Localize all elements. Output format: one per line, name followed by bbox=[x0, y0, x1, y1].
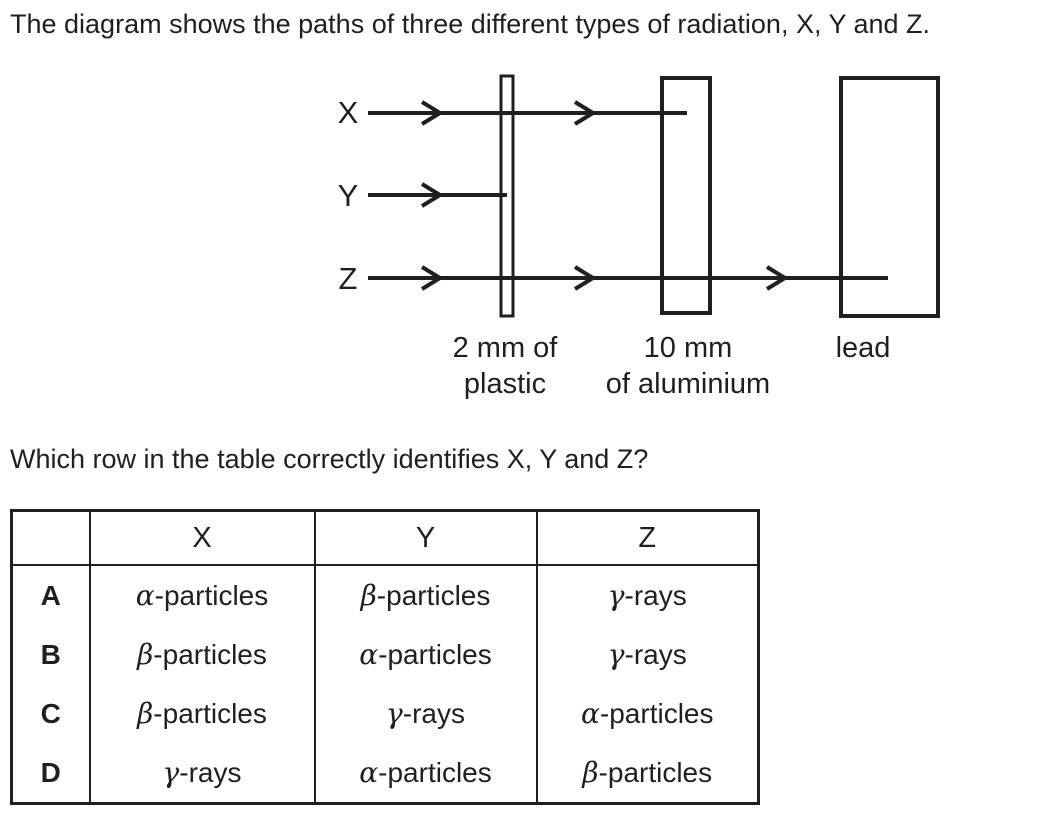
cell-a-y: β-particles bbox=[313, 565, 538, 625]
cell-d-y: α-particles bbox=[313, 743, 538, 804]
ray-z-label: Z bbox=[339, 261, 358, 296]
cell-c-x: β-particles bbox=[88, 684, 316, 743]
option-letter: B bbox=[10, 625, 91, 684]
header-blank bbox=[10, 510, 91, 566]
cell-c-z: α-particles bbox=[535, 684, 760, 743]
table-row-d: D γ-rays α-particles β-particles bbox=[10, 743, 760, 804]
lead-barrier-label: lead bbox=[836, 332, 891, 364]
aluminium-barrier bbox=[660, 76, 712, 315]
table-row-b: B β-particles α-particles γ-rays bbox=[10, 625, 760, 684]
aluminium-barrier-label-line1: 10 mm bbox=[644, 332, 733, 364]
ray-y-label: Y bbox=[338, 178, 359, 213]
ray-z-arrowhead-icon bbox=[573, 265, 597, 291]
table-header-row: X Y Z bbox=[10, 510, 760, 566]
aluminium-barrier-label-line2: of aluminium bbox=[606, 368, 770, 400]
header-y: Y bbox=[313, 510, 538, 566]
header-x: X bbox=[88, 510, 316, 566]
option-letter: C bbox=[10, 684, 91, 743]
cell-c-y: γ-rays bbox=[313, 684, 538, 743]
plastic-barrier-label-line1: 2 mm of bbox=[453, 332, 559, 364]
ray-x-arrowhead-icon bbox=[420, 100, 444, 126]
option-letter: D bbox=[10, 743, 91, 804]
table-row-c: C β-particles γ-rays α-particles bbox=[10, 684, 760, 743]
cell-a-x: α-particles bbox=[88, 565, 316, 625]
question-text: Which row in the table correctly identif… bbox=[10, 444, 649, 474]
ray-y-arrowhead-icon bbox=[420, 182, 444, 208]
cell-d-z: β-particles bbox=[535, 743, 760, 804]
header-z: Z bbox=[535, 510, 760, 566]
cell-b-z: γ-rays bbox=[535, 625, 760, 684]
option-letter: A bbox=[10, 565, 91, 625]
cell-b-x: β-particles bbox=[88, 625, 316, 684]
table-row-a: A α-particles β-particles γ-rays bbox=[10, 565, 760, 625]
cell-b-y: α-particles bbox=[313, 625, 538, 684]
cell-a-z: γ-rays bbox=[535, 565, 760, 625]
ray-z-arrowhead-icon bbox=[420, 265, 444, 291]
answer-table: X Y Z A α-particles β-particles γ-rays B… bbox=[10, 509, 760, 805]
cell-d-x: γ-rays bbox=[88, 743, 316, 804]
question-intro-text: The diagram shows the paths of three dif… bbox=[10, 9, 931, 39]
ray-z-arrowhead-icon bbox=[765, 265, 789, 291]
ray-x-label: X bbox=[338, 95, 359, 130]
radiation-diagram: X Y Z 2 mm of plastic 10 mm of aluminium… bbox=[338, 74, 940, 400]
ray-x-arrowhead-icon bbox=[573, 100, 597, 126]
plastic-barrier-label-line2: plastic bbox=[464, 368, 546, 400]
lead-barrier bbox=[839, 76, 940, 318]
